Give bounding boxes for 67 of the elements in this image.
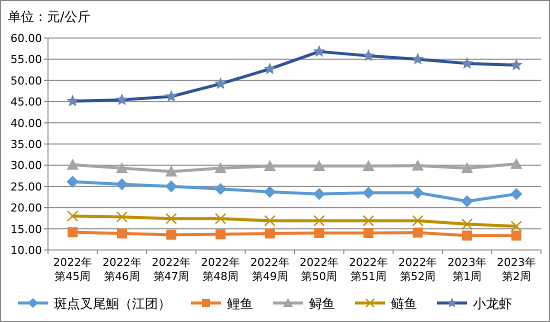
- y-tick-label: 35.00: [10, 138, 42, 151]
- x-tick-label: 2022年第48周: [201, 256, 240, 283]
- point: [264, 228, 275, 238]
- legend-label: 鲤鱼: [227, 297, 253, 312]
- point: [264, 215, 276, 226]
- x-tick-label: 2022年第51周: [348, 256, 388, 283]
- y-tick-label: 30.00: [10, 159, 42, 172]
- y-tick-label: 20.00: [10, 202, 42, 215]
- point: [510, 220, 522, 232]
- y-tick-label: 50.00: [10, 74, 42, 88]
- x-tick-label: 2022年第50周: [300, 256, 339, 283]
- point: [412, 215, 424, 226]
- point: [314, 228, 324, 238]
- point: [116, 178, 128, 190]
- y-tick-label: 25.00: [10, 180, 42, 194]
- point: [510, 188, 522, 200]
- legend-label: 鲟鱼: [309, 297, 335, 312]
- point: [363, 228, 374, 238]
- x-tick-label: 2022年第49周: [250, 256, 290, 283]
- point: [216, 229, 226, 240]
- point: [313, 188, 326, 200]
- legend-label: 鲢鱼: [391, 297, 417, 312]
- point: [362, 186, 374, 199]
- point: [166, 212, 177, 224]
- point: [66, 158, 79, 170]
- x-tick-label: 2022年第46周: [102, 256, 142, 283]
- y-tick-label: 15.00: [10, 222, 42, 236]
- legend-label: 小龙虾: [473, 297, 512, 312]
- point: [362, 215, 374, 226]
- point: [510, 158, 522, 169]
- point: [314, 215, 325, 226]
- point: [462, 230, 472, 241]
- x-tick-label: 2023年第1周: [448, 256, 487, 283]
- point: [264, 186, 276, 198]
- chart-title: 单位：元/公斤: [8, 10, 90, 25]
- point: [461, 218, 473, 230]
- point: [214, 212, 226, 224]
- x-tick-label: 2022年第45周: [53, 256, 92, 283]
- point: [461, 162, 474, 174]
- point: [68, 227, 78, 238]
- point: [412, 228, 423, 238]
- point: [116, 211, 128, 223]
- point: [412, 160, 424, 171]
- point: [412, 186, 424, 199]
- point: [214, 182, 227, 195]
- y-tick-label: 60.00: [10, 32, 42, 45]
- point: [116, 162, 128, 174]
- point: [313, 160, 326, 172]
- x-tick-label: 2022年第52周: [398, 256, 438, 283]
- y-tick-label: 55.00: [10, 53, 42, 66]
- point: [165, 180, 178, 192]
- y-tick-label: 40.00: [10, 116, 42, 130]
- x-tick-label: 2022年第47周: [152, 256, 191, 283]
- point: [362, 160, 374, 172]
- point: [461, 195, 474, 208]
- legend-label: 斑点叉尾鮰（江团）: [54, 297, 171, 312]
- y-tick-label: 10.00: [10, 244, 42, 257]
- point: [165, 166, 178, 177]
- x-tick-label: 2023年第2周: [496, 256, 536, 283]
- point: [67, 210, 78, 222]
- point: [66, 176, 79, 188]
- point: [264, 160, 276, 172]
- y-tick-label: 45.00: [10, 96, 42, 109]
- point: [116, 228, 127, 238]
- point: [214, 162, 227, 174]
- point: [166, 230, 176, 240]
- point: [511, 230, 522, 241]
